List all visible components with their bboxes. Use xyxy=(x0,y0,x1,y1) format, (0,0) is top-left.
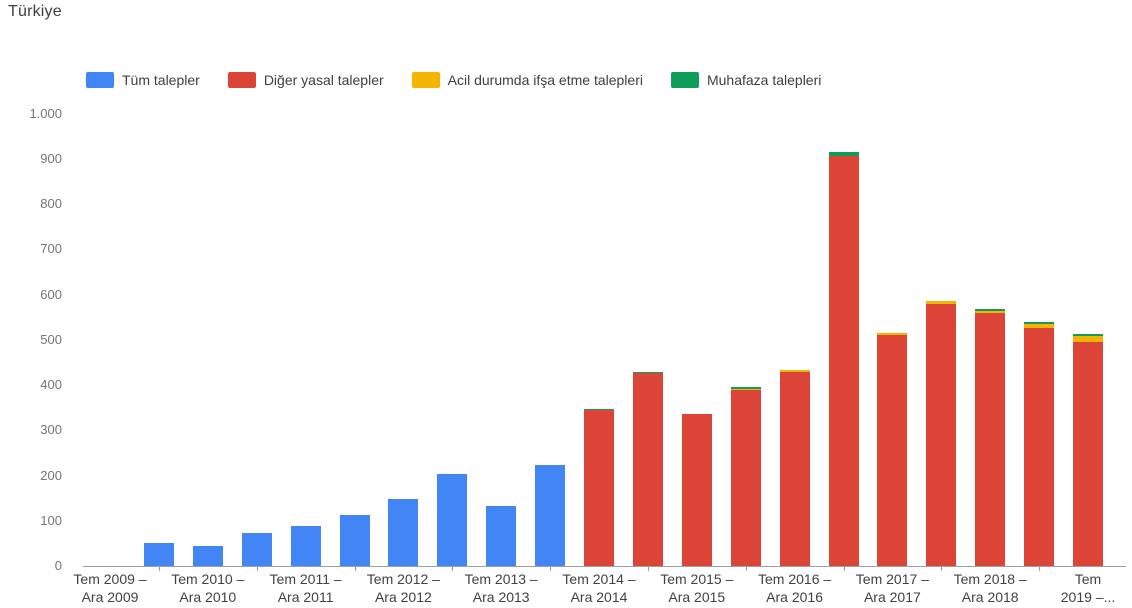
bar-segment-preservation xyxy=(632,372,663,374)
bar-segment-all xyxy=(486,505,517,566)
bar-segment-emergency xyxy=(975,310,1006,314)
y-axis-label: 400 xyxy=(40,377,62,392)
x-axis-label: Tem 2016 – Ara 2016 xyxy=(758,571,832,605)
bar-segment-other xyxy=(828,156,859,566)
legend-label: Muhafaza talepleri xyxy=(706,72,822,88)
x-axis-tick xyxy=(941,567,943,571)
bar-segment-preservation xyxy=(828,152,859,157)
x-axis-tick xyxy=(843,567,845,571)
legend-swatch-preservation xyxy=(670,72,699,88)
x-axis-label: Tem 2012 – Ara 2012 xyxy=(366,571,440,605)
bar-segment-emergency xyxy=(1024,324,1055,328)
x-axis-label: Tem 2015 – Ara 2015 xyxy=(660,571,734,605)
bar-segment-all xyxy=(143,543,174,566)
bar-segment-other xyxy=(584,410,614,566)
bar-segment-emergency xyxy=(730,389,761,391)
bar-segment-preservation xyxy=(584,408,614,411)
legend-item-all[interactable]: Tüm talepler xyxy=(86,72,200,88)
x-axis-label: Tem 2017 – Ara 2017 xyxy=(855,571,929,605)
bar-segment-other xyxy=(779,371,810,566)
bar-segment-emergency xyxy=(877,333,908,335)
x-axis-tick xyxy=(158,567,160,571)
bar-segment-other xyxy=(730,390,761,566)
bar-segment-all xyxy=(241,532,272,566)
legend-swatch-emergency xyxy=(411,72,440,88)
x-axis-label: Tem 2011 – Ara 2011 xyxy=(269,571,342,605)
legend-label: Diğer yasal talepler xyxy=(263,72,384,88)
bar-segment-all xyxy=(535,465,566,566)
bar-segment-other xyxy=(681,414,712,566)
bar-segment-other xyxy=(632,373,663,566)
bar-segment-emergency xyxy=(926,301,957,304)
x-axis-tick xyxy=(745,567,747,571)
bar-segment-other xyxy=(926,303,957,566)
y-axis-label: 700 xyxy=(40,241,62,257)
bar-segment-other xyxy=(877,334,908,566)
page-title: Türkiye xyxy=(8,3,62,20)
legend-swatch-other xyxy=(227,72,256,88)
chart-legend: Tüm talepler Diğer yasal talepler Acil dur… xyxy=(86,72,821,88)
y-axis-label: 300 xyxy=(40,422,62,438)
bar-segment-other xyxy=(1073,341,1103,566)
x-axis-tick xyxy=(452,567,454,571)
y-axis-label: 500 xyxy=(40,331,62,347)
y-axis-label: 0 xyxy=(54,558,62,573)
x-axis-label: Tem 2013 – Ara 2013 xyxy=(464,571,538,605)
bar-segment-emergency xyxy=(779,370,810,372)
x-axis-label: Tem 2010 – Ara 2010 xyxy=(171,571,245,605)
legend-item-emergency[interactable]: Acil durumda ifşa etme talepleri xyxy=(411,72,643,88)
bar-segment-emergency xyxy=(1073,336,1103,342)
bar-segment-all xyxy=(192,546,223,566)
x-axis-tick xyxy=(256,567,258,571)
y-axis-label: 800 xyxy=(40,196,62,211)
x-axis-tick xyxy=(550,567,552,571)
legend-item-preservation[interactable]: Muhafaza talepleri xyxy=(670,72,822,88)
x-axis-tick xyxy=(647,567,649,571)
legend-item-other[interactable]: Diğer yasal talepler xyxy=(227,72,384,88)
y-axis-label: 600 xyxy=(40,286,62,302)
y-axis-label: 200 xyxy=(40,467,62,483)
legend-swatch-all xyxy=(86,72,114,88)
x-axis-label: Tem 2014 – Ara 2014 xyxy=(562,571,636,605)
bar-segment-preservation xyxy=(975,308,1006,311)
bar-segment-other xyxy=(975,313,1006,566)
bar-segment-other xyxy=(1024,327,1055,566)
y-axis-label: 900 xyxy=(40,150,62,166)
legend-label: Acil durumda ifşa etme talepleri xyxy=(447,72,643,88)
bar-segment-preservation xyxy=(1073,334,1103,337)
x-axis-tick xyxy=(354,567,356,571)
bar-segment-preservation xyxy=(730,387,761,390)
bar-segment-all xyxy=(388,499,419,566)
x-axis-label: Tem 2019 –... xyxy=(1060,571,1116,605)
bar-segment-all xyxy=(437,474,468,566)
bar-segment-all xyxy=(339,514,370,566)
legend-label: Tüm talepler xyxy=(122,72,200,88)
x-axis-tick xyxy=(1039,567,1041,571)
bar-segment-preservation xyxy=(1024,322,1055,325)
bar-segment-all xyxy=(290,526,321,566)
x-axis-label: Tem 2018 – Ara 2018 xyxy=(953,571,1027,605)
x-axis-label: Tem 2009 – Ara 2009 xyxy=(73,571,147,605)
y-axis-label: 1.000 xyxy=(29,105,62,121)
y-axis-label: 100 xyxy=(40,512,62,528)
x-axis-baseline xyxy=(83,566,1126,567)
